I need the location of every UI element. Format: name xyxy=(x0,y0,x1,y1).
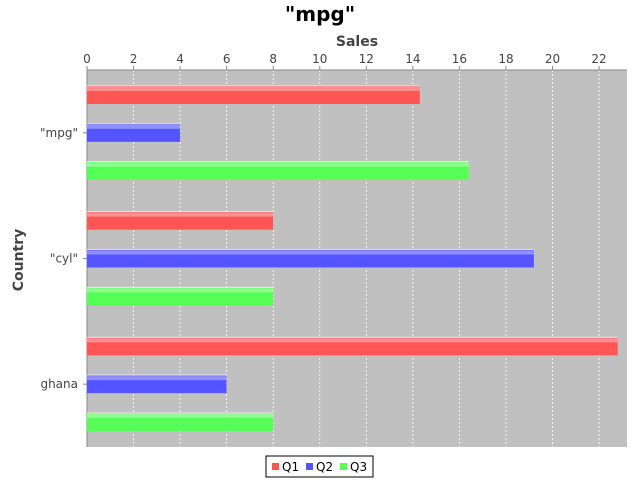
chart-title: "mpg" xyxy=(285,2,355,26)
bar-highlight xyxy=(87,212,274,217)
bar xyxy=(87,337,618,356)
x-tick-label: 4 xyxy=(176,52,184,66)
x-tick-label: 16 xyxy=(452,52,467,66)
bar-highlight xyxy=(87,338,618,343)
y-axis-title: Country xyxy=(11,229,27,292)
x-tick-label: 0 xyxy=(83,52,91,66)
x-tick-label: 22 xyxy=(591,52,606,66)
bar xyxy=(87,287,274,306)
legend: Q1 Q2 Q3 xyxy=(265,455,374,478)
x-tick-label: 20 xyxy=(545,52,560,66)
x-tick-label: 6 xyxy=(223,52,231,66)
bar-highlight xyxy=(87,87,420,91)
x-tick-label: 12 xyxy=(359,52,374,66)
bar xyxy=(87,413,274,431)
bar xyxy=(87,161,469,180)
legend-swatch xyxy=(340,463,347,470)
x-tick-label: 10 xyxy=(312,52,327,66)
legend-swatch xyxy=(306,463,313,470)
legend-swatch xyxy=(272,463,279,470)
bar-highlight xyxy=(87,288,274,293)
bar-highlight xyxy=(87,162,469,167)
bar-highlight xyxy=(87,250,534,255)
x-tick-label: 18 xyxy=(498,52,513,66)
x-tick-label: 2 xyxy=(130,52,138,66)
bar-highlight xyxy=(87,414,274,418)
category-label: "cyl" xyxy=(50,252,78,266)
legend-label: Q2 xyxy=(316,460,333,474)
category-label: "mpg" xyxy=(40,126,78,140)
category-label: ghana xyxy=(40,377,78,391)
bar xyxy=(87,375,227,394)
x-tick-label: 8 xyxy=(269,52,277,66)
legend-box xyxy=(265,455,374,478)
bar xyxy=(87,249,534,268)
legend-label: Q3 xyxy=(350,460,367,474)
bar xyxy=(87,86,420,104)
x-tick-label: 14 xyxy=(405,52,420,66)
bar xyxy=(87,211,274,230)
legend-label: Q1 xyxy=(282,460,299,474)
bar-highlight xyxy=(87,376,227,381)
plot-area: 0 2 4 6 8 10 12 14 16 18 20 22 "mpg" "cyl" ghana xyxy=(40,52,627,447)
bar xyxy=(87,123,181,142)
x-axis-title: Sales xyxy=(336,34,378,50)
bar-highlight xyxy=(87,124,181,129)
